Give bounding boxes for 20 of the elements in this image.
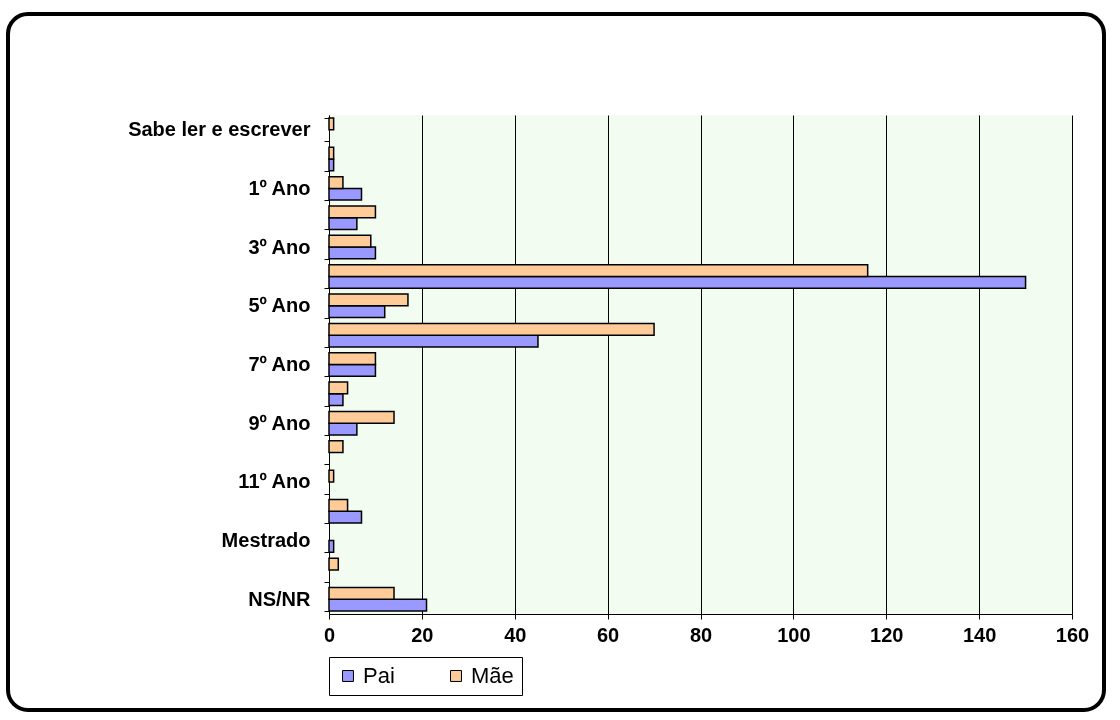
y-tick-label: 3º Ano (248, 235, 311, 258)
x-tick-label: 140 (962, 623, 997, 646)
x-tick-label: 100 (777, 623, 811, 646)
y-tick-label: NS/NR (248, 587, 312, 610)
x-tick-label: 60 (597, 623, 620, 646)
y-tick-label: 1º Ano (248, 176, 311, 199)
x-tick-label: 20 (411, 623, 434, 646)
y-tick-label: 9º Ano (248, 411, 311, 434)
y-tick-label: 7º Ano (248, 353, 311, 375)
x-tick-label: 0 (323, 623, 336, 646)
y-tick-label: 11º Ano (238, 470, 311, 493)
legend-label: Pai (363, 663, 395, 688)
x-tick-label: 120 (870, 623, 904, 646)
y-tick-label: 5º Ano (248, 294, 311, 317)
x-tick-label: 40 (504, 623, 527, 646)
y-tick-label: Mestrado (221, 529, 311, 552)
legend-label: Mãe (471, 663, 514, 688)
x-tick-label: 80 (689, 623, 713, 646)
x-tick-label: 160 (1055, 623, 1090, 646)
y-tick-label: Sabe ler e escrever (128, 118, 311, 141)
